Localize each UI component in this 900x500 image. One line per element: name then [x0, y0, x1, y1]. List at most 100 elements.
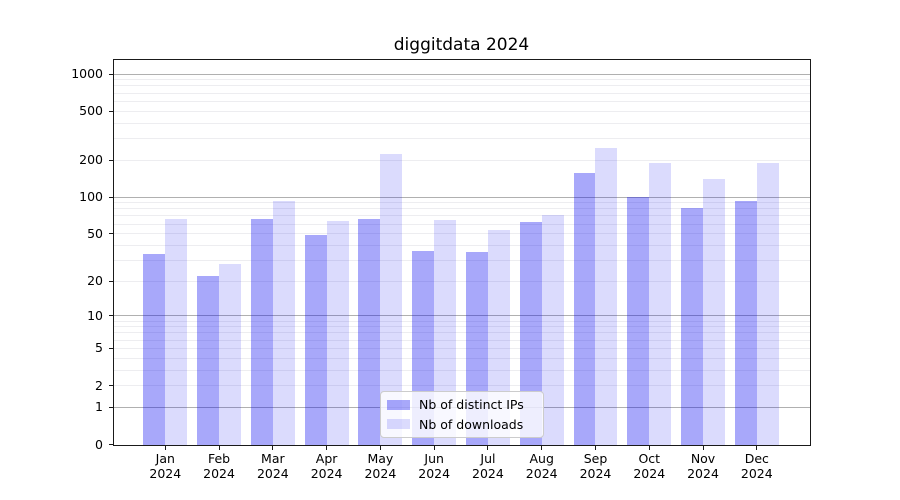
x-axis-tick: [594, 445, 596, 450]
bar-downloads-mar: [272, 201, 295, 445]
x-axis-tick: [541, 445, 543, 450]
gridline-minor: [113, 223, 810, 225]
bar-downloads-jun: [434, 219, 457, 445]
gridline-minor: [113, 208, 810, 210]
gridline-minor: [113, 369, 810, 371]
bar-downloads-sep: [595, 148, 618, 445]
gridline-major: [113, 315, 810, 317]
gridline-minor: [113, 85, 810, 87]
gridline-minor: [113, 100, 810, 102]
bar-distinct-ips-oct: [627, 197, 650, 445]
gridline-minor: [113, 244, 810, 246]
y-tick-label: 2: [95, 377, 103, 393]
x-tick-label-sep: Sep 2024: [579, 451, 612, 481]
bar-distinct-ips-apr: [304, 234, 327, 445]
gridline-minor: [113, 215, 810, 217]
y-tick-label: 20: [87, 273, 103, 289]
legend-swatch-distinct-ips: [387, 399, 410, 410]
x-axis-tick: [648, 445, 650, 450]
bar-distinct-ips-mar: [250, 219, 273, 445]
bar-distinct-ips-feb: [197, 276, 220, 445]
y-axis-tick: [108, 347, 113, 349]
y-tick-label: 200: [79, 152, 103, 168]
x-tick-label-aug: Aug 2024: [525, 451, 558, 481]
x-axis-tick: [272, 445, 274, 450]
axis-spine-bottom: [112, 445, 811, 446]
gridline-minor: [113, 79, 810, 81]
y-tick-label: 10: [87, 307, 103, 323]
gridline-major: [113, 73, 810, 75]
gridline-minor: [113, 339, 810, 341]
bar-distinct-ips-dec: [734, 200, 757, 445]
x-tick-label-dec: Dec 2024: [740, 451, 773, 481]
y-tick-label: 0: [95, 436, 103, 452]
y-tick-label: 1000: [71, 66, 103, 81]
bar-distinct-ips-aug: [519, 222, 542, 445]
bar-downloads-may: [380, 154, 403, 445]
y-axis-tick: [108, 444, 113, 445]
bar-downloads-jan: [165, 219, 188, 445]
x-axis-tick: [756, 445, 758, 450]
gridline-minor: [113, 92, 810, 94]
chart-legend: Nb of distinct IPs Nb of downloads: [380, 391, 544, 438]
y-tick-label: 5: [95, 340, 103, 356]
x-axis-tick: [379, 445, 381, 450]
y-axis-tick: [108, 280, 113, 282]
gridline-minor: [113, 320, 810, 322]
x-tick-label-may: May 2024: [364, 451, 397, 481]
gridline-minor: [113, 326, 810, 328]
bar-distinct-ips-sep: [573, 173, 596, 445]
x-axis-tick: [326, 445, 328, 450]
chart-title: diggitdata 2024: [393, 35, 530, 55]
gridline-minor: [113, 332, 810, 334]
x-tick-label-jul: Jul 2024: [472, 451, 504, 481]
y-axis-tick: [108, 73, 113, 75]
x-tick-label-oct: Oct 2024: [633, 451, 666, 481]
bar-downloads-feb: [219, 263, 241, 445]
y-axis-tick: [108, 315, 113, 317]
plot-area: [113, 60, 810, 446]
x-tick-label-apr: Apr 2024: [310, 451, 343, 481]
bar-downloads-nov: [703, 179, 725, 445]
gridline-minor: [113, 233, 810, 235]
x-tick-label-nov: Nov 2024: [687, 451, 719, 481]
gridline-major: [113, 196, 810, 198]
x-axis-tick: [164, 445, 166, 450]
legend-entry: Nb of downloads: [387, 417, 535, 432]
gridline-minor: [113, 259, 810, 261]
x-tick-label-feb: Feb 2024: [203, 451, 235, 481]
x-axis-tick: [218, 445, 220, 450]
bar-downloads-dec: [756, 163, 779, 445]
x-tick-label-mar: Mar 2024: [256, 451, 289, 481]
x-axis-tick: [487, 445, 489, 450]
bar-distinct-ips-may: [358, 219, 381, 445]
gridline-minor: [113, 110, 810, 112]
gridline-minor: [113, 137, 810, 139]
y-tick-label: 1: [95, 399, 103, 415]
axis-spine-top: [112, 59, 811, 60]
y-tick-label: 500: [79, 103, 103, 119]
y-axis-tick: [108, 196, 113, 198]
legend-entry: Nb of distinct IPs: [387, 397, 535, 412]
y-axis-tick: [108, 110, 113, 112]
x-axis-tick: [702, 445, 704, 450]
x-axis-tick: [433, 445, 435, 450]
gridline-minor: [113, 280, 810, 282]
x-tick-label-jun: Jun 2024: [418, 451, 451, 481]
gridline-minor: [113, 385, 810, 387]
legend-swatch-downloads: [387, 419, 410, 430]
gridline-minor: [113, 347, 810, 349]
axis-spine-left: [112, 59, 114, 446]
bar-distinct-ips-jan: [143, 253, 166, 445]
gridline-minor: [113, 202, 810, 204]
y-tick-label: 100: [79, 189, 103, 204]
y-tick-label: 50: [87, 225, 103, 241]
y-axis-tick: [108, 406, 113, 408]
y-axis-tick: [108, 385, 113, 387]
legend-label: Nb of distinct IPs: [419, 397, 524, 413]
axis-spine-right: [809, 59, 811, 446]
gridline-minor: [113, 122, 810, 124]
y-axis-tick: [108, 159, 113, 161]
bar-downloads-aug: [541, 215, 564, 445]
